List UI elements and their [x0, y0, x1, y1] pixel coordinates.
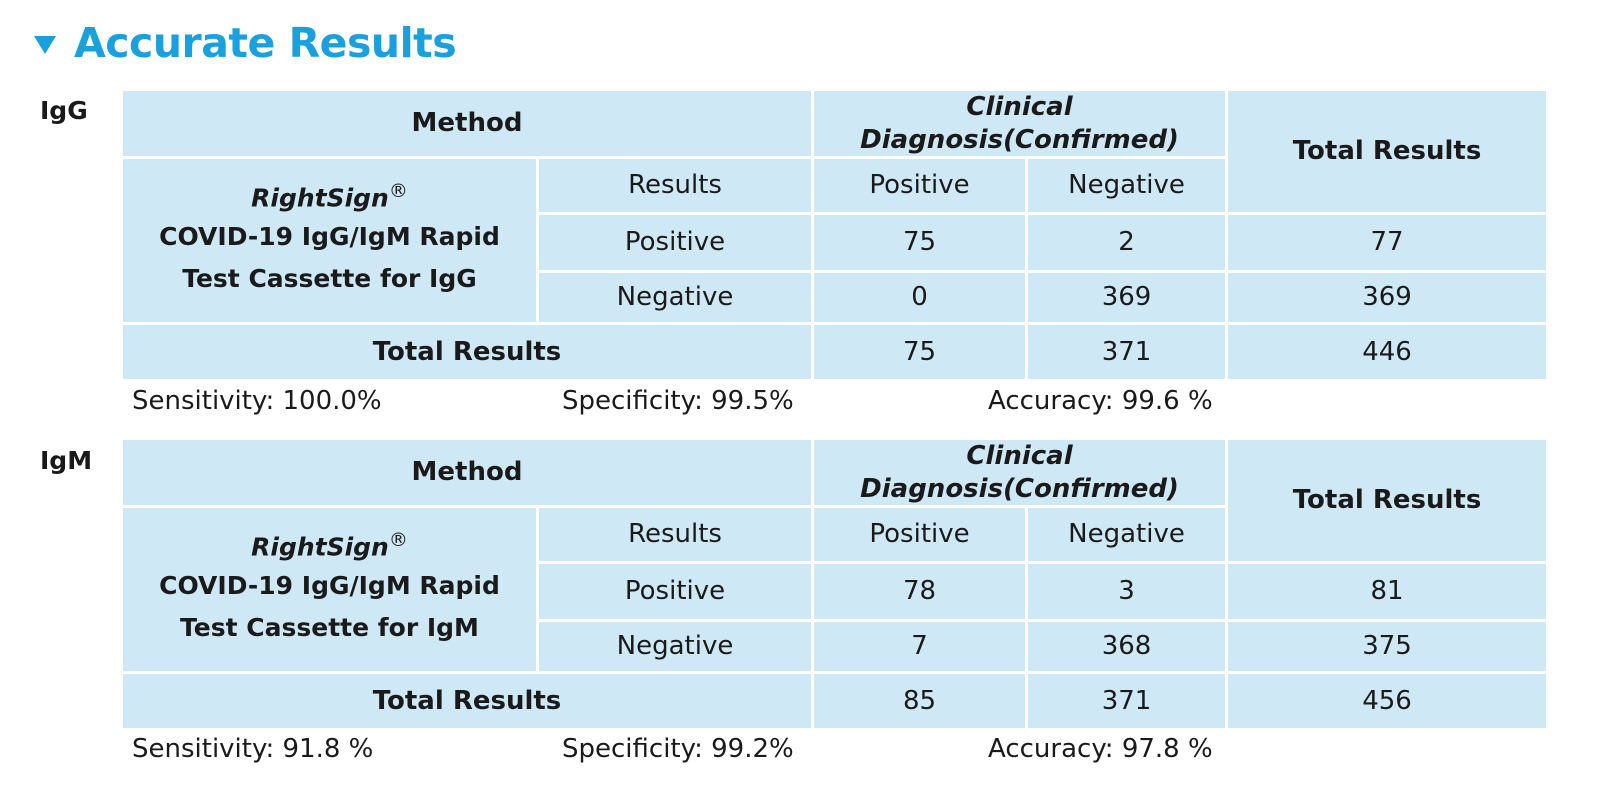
product-line-1: COVID-19 IgG/IgM Rapid	[159, 570, 500, 600]
row-label: Positive	[535, 561, 815, 622]
positive-header: Positive	[811, 505, 1029, 564]
total-row: Total Results 85 371 456	[119, 671, 1550, 731]
product-line-2: Test Cassette for IgG	[182, 264, 477, 294]
row-label: Total Results	[119, 322, 815, 382]
table-row: Negative 7 368 375	[122, 619, 1550, 674]
registered-mark: ®	[388, 180, 408, 203]
igm-results-table: Method Clinical Diagnosis(Confirmed) Tot…	[119, 437, 1550, 731]
results-header: Results	[535, 156, 815, 215]
igg-stats: Sensitivity: 100.0% Specificity: 99.5% A…	[132, 386, 1432, 422]
cell-positive: 75	[811, 212, 1029, 273]
row-label: Negative	[535, 270, 815, 325]
product-brand: RightSign	[251, 533, 389, 563]
table-row: Positive 78 3 81	[122, 561, 1550, 622]
row-label: Total Results	[119, 671, 815, 731]
product-brand: RightSign	[251, 184, 389, 214]
product-line-2: Test Cassette for IgM	[180, 613, 479, 643]
cell-positive: 85	[811, 671, 1029, 731]
cell-total: 446	[1225, 322, 1550, 382]
triangle-down-icon	[34, 36, 56, 54]
product-line-1: COVID-19 IgG/IgM Rapid	[159, 221, 500, 251]
negative-header: Negative	[1025, 505, 1229, 564]
cell-negative: 3	[1025, 561, 1229, 622]
cell-negative: 371	[1025, 322, 1229, 382]
method-header: Method	[119, 437, 815, 508]
table-row: Negative 0 369 369	[122, 270, 1550, 325]
cell-positive: 75	[811, 322, 1029, 382]
specificity-text: Specificity: 99.5%	[562, 386, 794, 416]
row-label: Negative	[535, 619, 815, 674]
cell-total: 81	[1225, 561, 1550, 622]
negative-header: Negative	[1025, 156, 1229, 215]
cell-total: 77	[1225, 212, 1550, 273]
cell-positive: 7	[811, 619, 1029, 674]
specificity-text: Specificity: 99.2%	[562, 734, 794, 764]
igg-label: IgG	[40, 96, 88, 125]
positive-header: Positive	[811, 156, 1029, 215]
total-results-header: Total Results	[1225, 437, 1550, 564]
cell-total: 375	[1225, 619, 1550, 674]
cell-negative: 371	[1025, 671, 1229, 731]
igg-results-table: Method Clinical Diagnosis(Confirmed) Tot…	[119, 88, 1550, 382]
cell-negative: 2	[1025, 212, 1229, 273]
igm-stats: Sensitivity: 91.8 % Specificity: 99.2% A…	[132, 734, 1432, 770]
row-label: Positive	[535, 212, 815, 273]
accuracy-text: Accuracy: 99.6 %	[988, 386, 1213, 416]
total-results-header: Total Results	[1225, 88, 1550, 215]
igm-label: IgM	[40, 446, 93, 475]
method-header: Method	[119, 88, 815, 159]
page-title: Accurate Results	[74, 19, 457, 67]
sensitivity-text: Sensitivity: 100.0%	[132, 386, 382, 416]
clinical-diagnosis-header: Clinical Diagnosis(Confirmed)	[811, 88, 1229, 159]
cell-positive: 0	[811, 270, 1029, 325]
cell-negative: 369	[1025, 270, 1229, 325]
table-row: Positive 75 2 77	[122, 212, 1550, 273]
accuracy-text: Accuracy: 97.8 %	[988, 734, 1213, 764]
product-name-cell: RightSign® COVID-19 IgG/IgM Rapid Test C…	[120, 156, 539, 325]
cell-total: 456	[1225, 671, 1550, 731]
clinical-diagnosis-header: Clinical Diagnosis(Confirmed)	[811, 437, 1229, 508]
cell-total: 369	[1225, 270, 1550, 325]
sensitivity-text: Sensitivity: 91.8 %	[132, 734, 374, 764]
results-header: Results	[535, 505, 815, 564]
registered-mark: ®	[388, 529, 408, 552]
section-header: Accurate Results	[34, 14, 457, 72]
cell-negative: 368	[1025, 619, 1229, 674]
total-row: Total Results 75 371 446	[119, 322, 1550, 382]
cell-positive: 78	[811, 561, 1029, 622]
product-name-cell: RightSign® COVID-19 IgG/IgM Rapid Test C…	[120, 505, 539, 674]
